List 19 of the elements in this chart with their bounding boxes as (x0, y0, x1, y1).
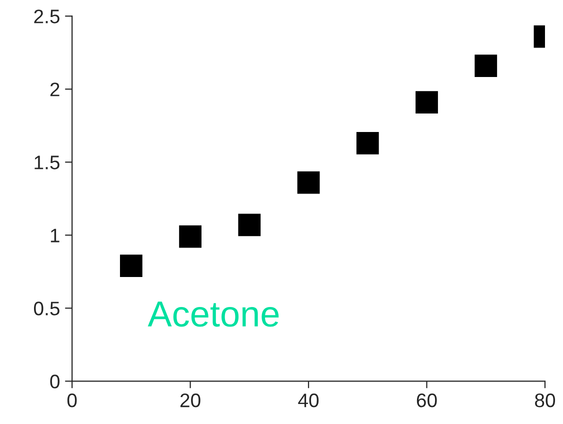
x-tick-label: 0 (67, 393, 77, 408)
y-tick-label: 0.5 (34, 302, 60, 316)
point (297, 171, 320, 194)
point (474, 54, 498, 77)
y-tick-label: 2 (50, 82, 60, 96)
x-tick-label: 80 (535, 393, 556, 408)
x-tick-label: 40 (298, 393, 319, 408)
point (416, 91, 438, 114)
x-tick-label: 20 (180, 393, 200, 408)
y-tick-label: 1.5 (34, 156, 60, 170)
point (238, 214, 261, 236)
point (120, 254, 142, 278)
y-tick-label: 1 (50, 228, 60, 242)
series-label: Acetone (148, 302, 279, 327)
point (356, 132, 379, 154)
y-tick-label: 0 (50, 374, 60, 388)
y-tick-label: 2.5 (34, 10, 60, 24)
x-tick-label: 60 (416, 393, 437, 408)
point (179, 225, 202, 248)
